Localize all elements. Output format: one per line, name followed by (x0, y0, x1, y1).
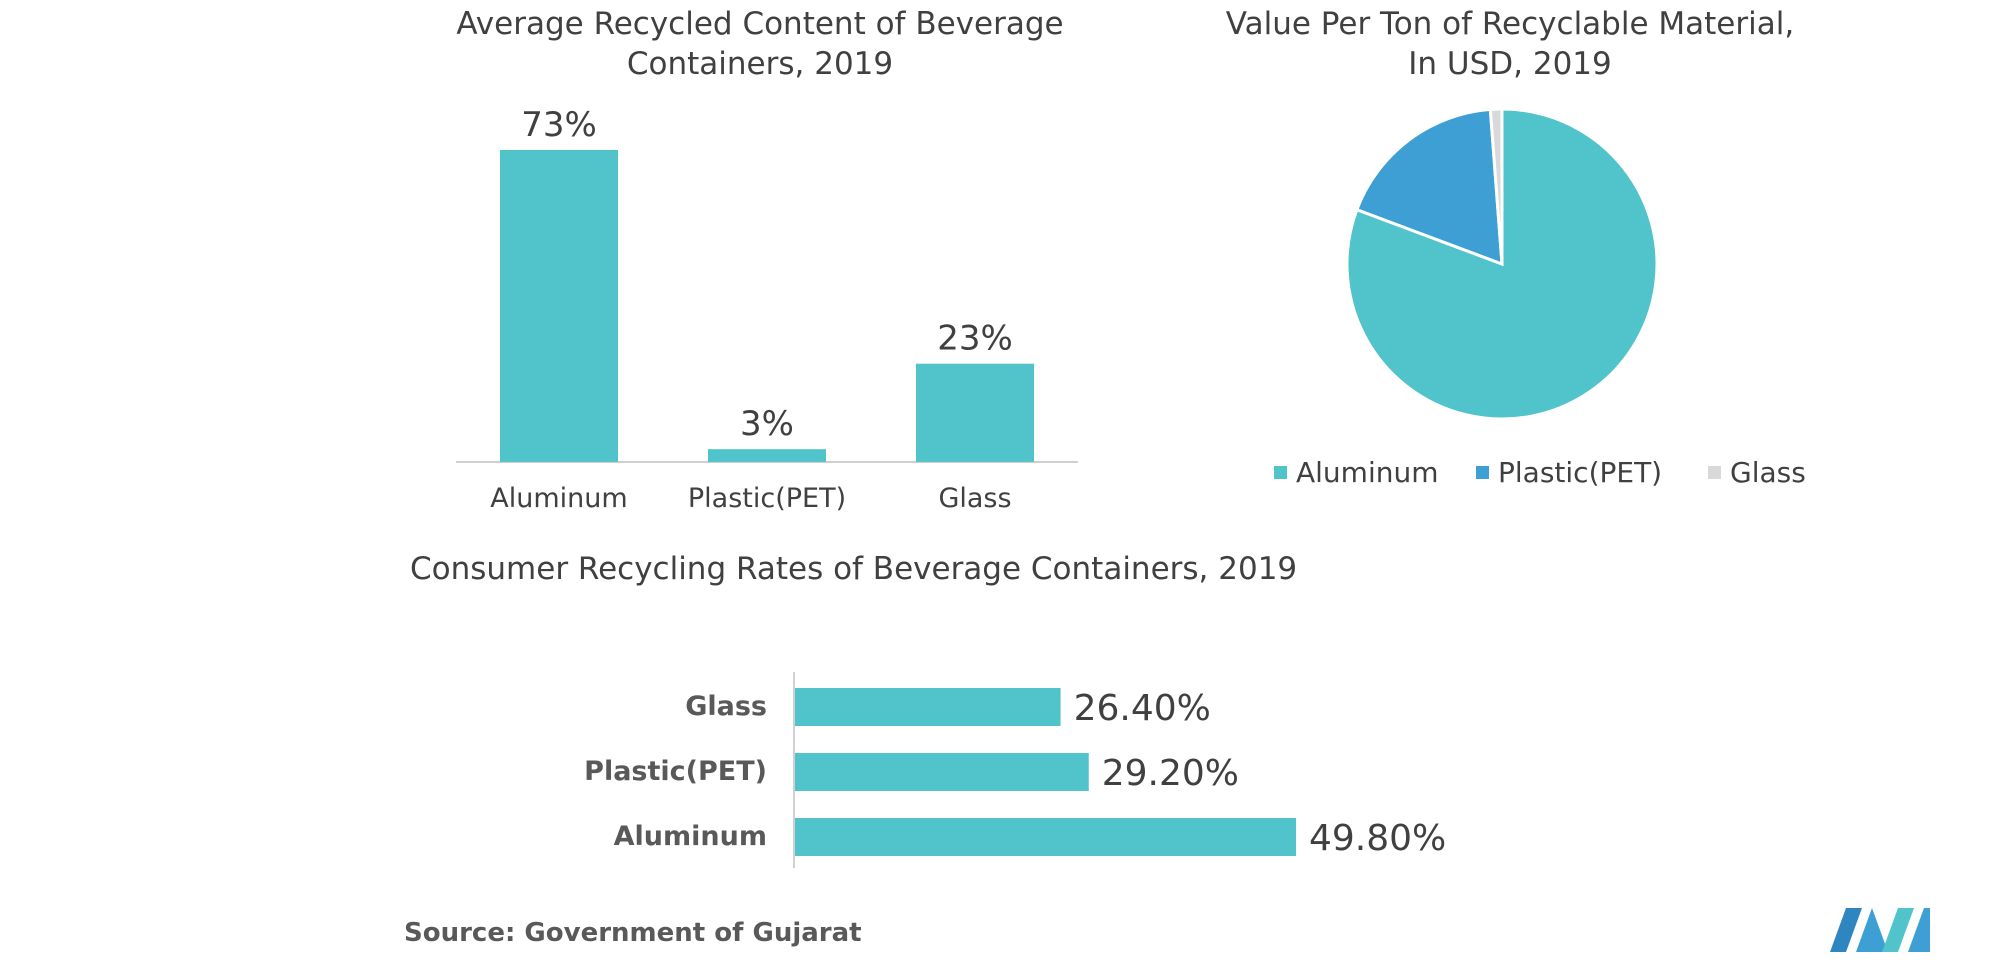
bar-category-label-glass: Glass (938, 483, 1011, 514)
hbar-category-label-aluminum: Aluminum (614, 821, 767, 852)
hbar-data-label-glass: 26.40% (1074, 688, 1211, 729)
mordor-intelligence-logo-icon (1830, 908, 1930, 952)
pie-chart-title-line-1: Value Per Ton of Recyclable Material, (1225, 6, 1795, 42)
hbar-plastic-pet (795, 753, 1089, 791)
hbar-data-label-plastic-pet: 29.20% (1102, 753, 1239, 794)
bar-chart-title: Average Recycled Content of Beverage Con… (430, 4, 1090, 84)
bar-plastic-pet (708, 449, 826, 462)
source-note: Source: Government of Gujarat (404, 918, 862, 948)
hbar-aluminum (795, 818, 1296, 856)
bar-data-label-aluminum: 73% (521, 105, 597, 145)
pie-chart-title-line-2: In USD, 2019 (1408, 46, 1612, 82)
bar-category-label-plastic-pet: Plastic(PET) (688, 483, 846, 514)
hbar-glass (795, 688, 1061, 726)
hbar-category-label-glass: Glass (685, 691, 767, 722)
pie-slice-glass (1488, 107, 1504, 265)
bar-category-label-aluminum: Aluminum (490, 483, 627, 514)
bar-data-label-glass: 23% (937, 319, 1013, 359)
bar-chart-title-line-1: Average Recycled Content of Beverage (456, 6, 1064, 42)
bar-chart-title-line-2: Containers, 2019 (626, 46, 894, 82)
bar-data-label-plastic-pet: 3% (740, 404, 794, 444)
pie-legend-swatch-aluminum (1274, 466, 1287, 479)
pie-legend-label-plastic-pet: Plastic(PET) (1498, 456, 1662, 489)
pie-legend-swatch-plastic-pet (1476, 466, 1489, 479)
hbar-chart-title: Consumer Recycling Rates of Beverage Con… (410, 551, 1298, 587)
hbar-data-label-aluminum: 49.80% (1309, 818, 1446, 859)
hbar-category-label-plastic-pet: Plastic(PET) (584, 756, 767, 787)
bar-aluminum (500, 150, 618, 462)
bar-glass (916, 363, 1034, 462)
pie-chart-title: Value Per Ton of Recyclable Material, In… (1180, 4, 1840, 84)
pie-slice-plastic-pet (1354, 107, 1504, 267)
pie-legend-label-aluminum: Aluminum (1296, 456, 1439, 489)
pie-legend-swatch-glass (1708, 466, 1721, 479)
pie-legend-label-glass: Glass (1730, 456, 1806, 489)
